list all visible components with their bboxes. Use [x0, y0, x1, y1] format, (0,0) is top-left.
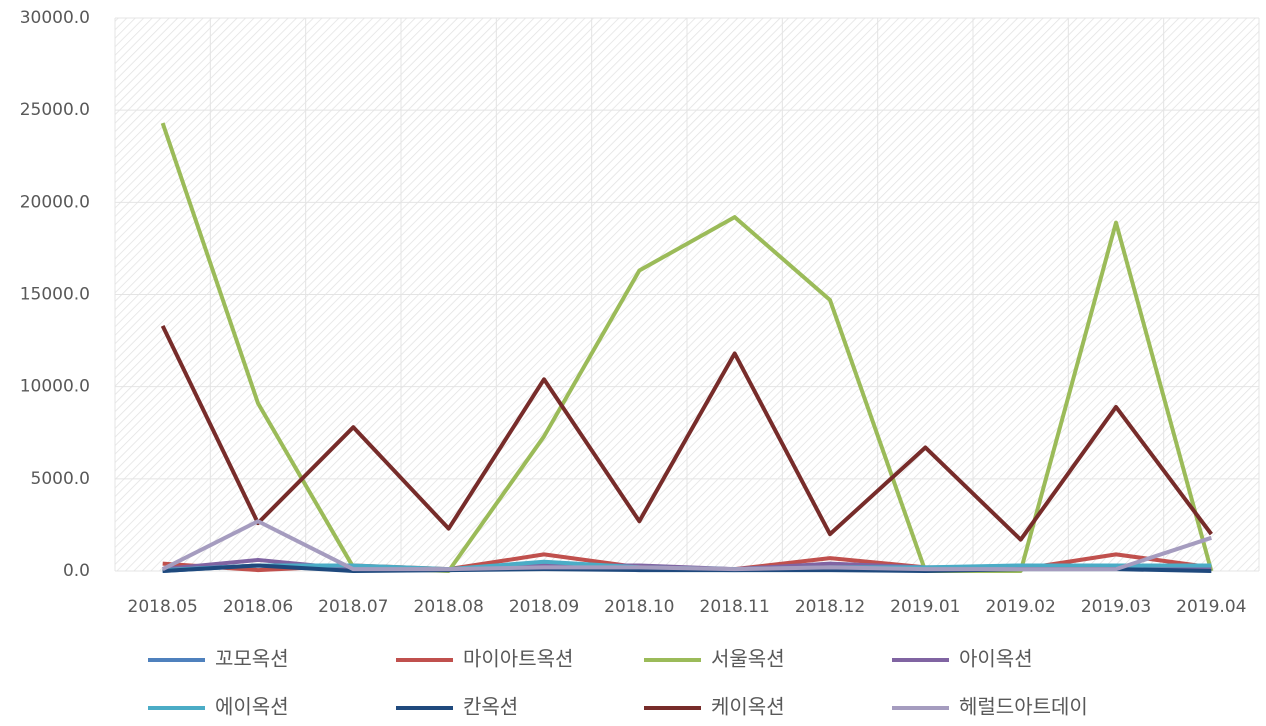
legend-label: 에이옥션: [215, 695, 289, 719]
legend-label: 칸옥션: [463, 695, 518, 719]
y-tick-label: 20000.0: [20, 192, 90, 212]
y-tick-label: 5000.0: [31, 469, 90, 489]
y-tick-label: 0.0: [63, 561, 90, 581]
x-tick-label: 2019.01: [890, 597, 960, 617]
y-tick-label: 25000.0: [20, 100, 90, 120]
x-tick-label: 2018.06: [223, 597, 293, 617]
x-tick-label: 2018.08: [414, 597, 484, 617]
x-tick-label: 2018.09: [509, 597, 579, 617]
legend-label: 헤럴드아트데이: [959, 695, 1088, 719]
legend-label: 케이옥션: [711, 695, 785, 719]
x-tick-label: 2019.03: [1081, 597, 1151, 617]
y-tick-label: 30000.0: [20, 8, 90, 28]
x-tick-label: 2018.12: [795, 597, 865, 617]
series-line: [160, 122, 1214, 573]
legend-label: 꼬모옥션: [215, 647, 289, 671]
x-tick-label: 2018.05: [128, 597, 198, 617]
x-tick-label: 2019.04: [1176, 597, 1246, 617]
x-tick-label: 2018.10: [604, 597, 674, 617]
legend-label: 서울옥션: [711, 647, 785, 671]
legend-label: 아이옥션: [959, 647, 1033, 671]
x-tick-label: 2019.02: [986, 597, 1056, 617]
y-tick-label: 15000.0: [20, 285, 90, 305]
legend-label: 마이아트옥션: [463, 647, 573, 671]
x-tick-label: 2018.07: [318, 597, 388, 617]
x-tick-label: 2018.11: [700, 597, 770, 617]
series-line: [160, 324, 1213, 542]
series-line: [161, 519, 1212, 572]
y-tick-label: 10000.0: [20, 377, 90, 397]
